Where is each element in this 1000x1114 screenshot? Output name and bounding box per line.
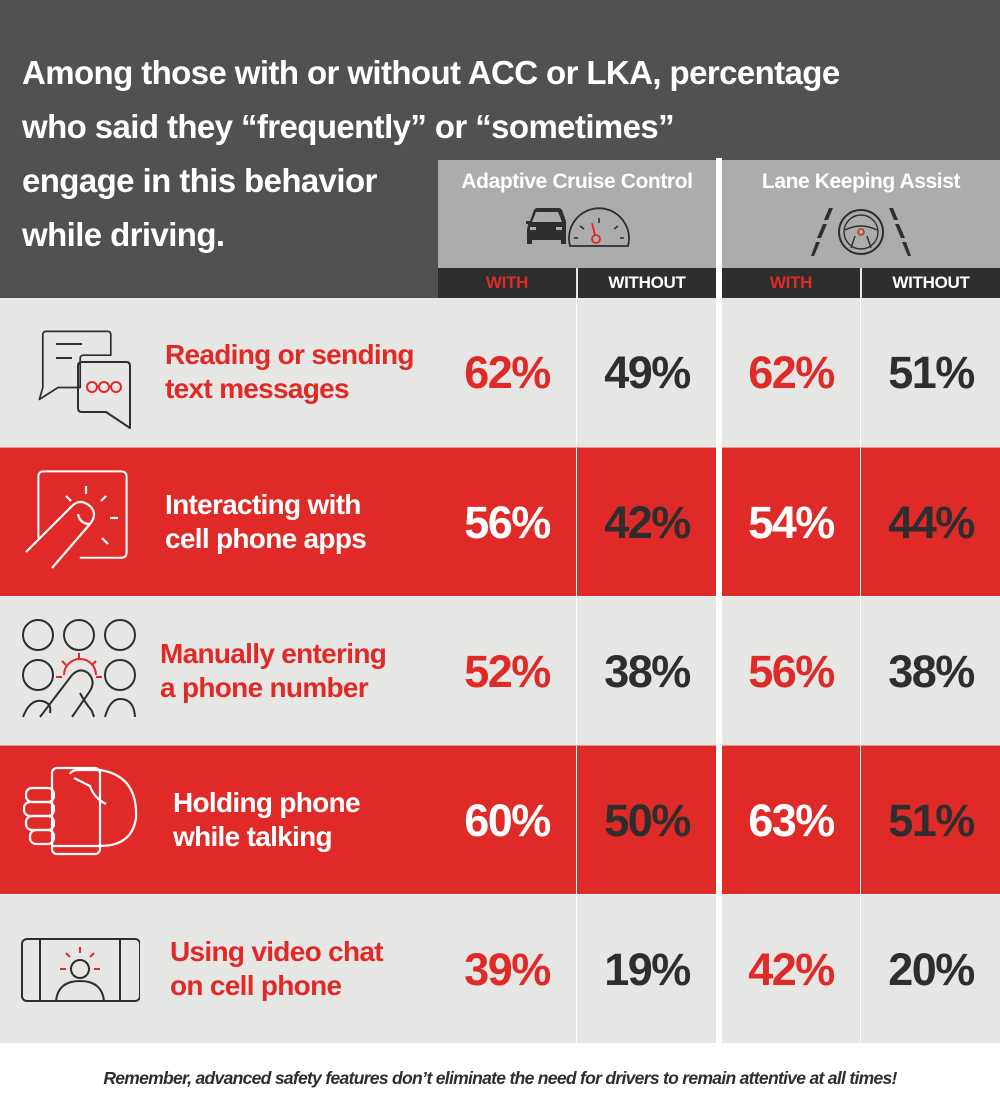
row-label: Manually entering a phone number bbox=[160, 637, 387, 705]
row-label: Reading or sending text messages bbox=[165, 338, 414, 406]
table-row: Holding phone while talking 60% 50% 63% … bbox=[0, 745, 1000, 895]
value-acc-with: 39% bbox=[438, 895, 577, 1044]
title-line: Among those with or without ACC or LKA, … bbox=[22, 54, 840, 91]
value-lka-without: 44% bbox=[888, 496, 975, 548]
sub-header-bar: WITH WITHOUT bbox=[722, 268, 1000, 298]
value-lka-with: 56% bbox=[722, 597, 861, 746]
value-acc-with: 56% bbox=[438, 448, 577, 597]
row-label-line: while talking bbox=[173, 821, 333, 852]
title-line: while driving. bbox=[22, 216, 225, 253]
footer: Remember, advanced safety features don’t… bbox=[0, 1043, 1000, 1114]
column-group-lka: Lane Keeping Assist WITH WITHOUT bbox=[722, 160, 1000, 298]
steering-wheel-lanes-icon bbox=[811, 204, 911, 265]
row-label-line: cell phone apps bbox=[165, 523, 367, 554]
value-lka-with: 54% bbox=[722, 448, 861, 597]
header: Among those with or without ACC or LKA, … bbox=[0, 0, 1000, 298]
value-acc-without: 38% bbox=[604, 645, 691, 697]
column-group-divider bbox=[716, 158, 722, 1043]
value-acc-without: 42% bbox=[604, 496, 691, 548]
column-group-title: Lane Keeping Assist bbox=[761, 170, 961, 193]
hand-holding-phone-icon bbox=[20, 760, 140, 880]
page-title: Among those with or without ACC or LKA, … bbox=[22, 46, 942, 262]
row-label-line: Reading or sending bbox=[165, 339, 414, 370]
finger-tap-icon bbox=[20, 462, 140, 582]
row-label: Interacting with cell phone apps bbox=[165, 488, 367, 556]
row-label-line: on cell phone bbox=[170, 970, 342, 1001]
car-speedometer-icon bbox=[522, 204, 632, 255]
value-acc-without: 49% bbox=[604, 346, 691, 398]
value-acc-without: 19% bbox=[604, 943, 691, 995]
value-acc-with: 60% bbox=[438, 746, 577, 895]
sub-header-with: WITH bbox=[438, 268, 578, 298]
sub-header-without: WITHOUT bbox=[608, 273, 686, 292]
column-group-title: Adaptive Cruise Control bbox=[461, 170, 693, 193]
row-label-line: Holding phone bbox=[173, 787, 361, 818]
chat-bubbles-icon bbox=[20, 312, 140, 432]
row-label-line: text messages bbox=[165, 373, 350, 404]
row-label: Using video chat on cell phone bbox=[170, 935, 384, 1003]
sub-header-with: WITH bbox=[722, 268, 862, 298]
row-label-line: Using video chat bbox=[170, 936, 384, 967]
table-row: Using video chat on cell phone 39% 19% 4… bbox=[0, 894, 1000, 1044]
value-lka-with: 62% bbox=[722, 298, 861, 447]
sub-header-bar: WITH WITHOUT bbox=[438, 268, 716, 298]
value-lka-without: 20% bbox=[888, 943, 975, 995]
value-lka-without: 51% bbox=[888, 794, 975, 846]
title-line: who said they “frequently” or “sometimes… bbox=[22, 108, 675, 145]
video-chat-icon bbox=[20, 909, 141, 1029]
value-lka-without: 38% bbox=[888, 645, 975, 697]
row-label: Holding phone while talking bbox=[173, 786, 361, 854]
value-acc-with: 52% bbox=[438, 597, 577, 746]
value-lka-without: 51% bbox=[888, 346, 975, 398]
data-table: Reading or sending text messages 62% 49%… bbox=[0, 298, 1000, 1044]
title-line: engage in this behavior bbox=[22, 162, 377, 199]
sub-header-without: WITHOUT bbox=[892, 273, 970, 292]
row-label-line: a phone number bbox=[160, 672, 369, 703]
keypad-tap-icon bbox=[20, 611, 140, 731]
value-acc-with: 62% bbox=[438, 298, 577, 447]
value-lka-with: 42% bbox=[722, 895, 861, 1044]
row-label-line: Manually entering bbox=[160, 638, 387, 669]
table-row: Manually entering a phone number 52% 38%… bbox=[0, 596, 1000, 746]
row-label-line: Interacting with bbox=[165, 489, 361, 520]
column-group-acc: Adaptive Cruise Control WITH WITH bbox=[438, 160, 716, 298]
table-row: Reading or sending text messages 62% 49%… bbox=[0, 298, 1000, 447]
table-row: Interacting with cell phone apps 56% 42%… bbox=[0, 447, 1000, 597]
value-acc-without: 50% bbox=[604, 794, 691, 846]
footer-note: Remember, advanced safety features don’t… bbox=[103, 1068, 897, 1088]
value-lka-with: 63% bbox=[722, 746, 861, 895]
